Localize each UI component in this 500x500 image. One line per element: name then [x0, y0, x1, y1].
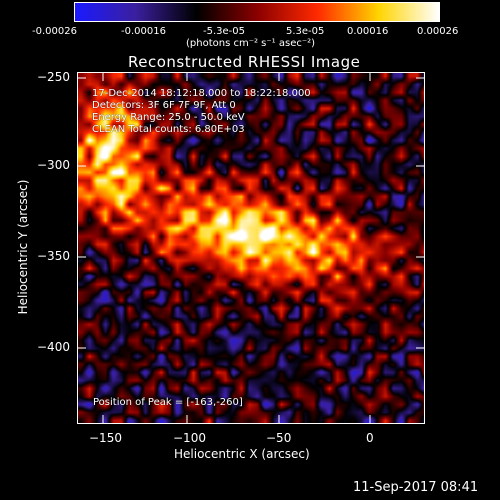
x-tick-label: 0: [366, 431, 374, 445]
time-range-annotation: 17-Dec-2014 18:12:18.000 to 18:22:18.000: [92, 88, 311, 99]
y-tick-label: −300: [37, 158, 70, 172]
x-tick-label: −50: [266, 431, 292, 445]
colorbar-tick-label: 5.3e-05: [286, 26, 325, 37]
method-counts-annotation: CLEAN Total counts: 6.80E+03: [92, 124, 245, 135]
timestamp: 11-Sep-2017 08:41: [353, 480, 479, 495]
peak-position-annotation: Position of Peak = [-163,-260]: [93, 397, 243, 408]
x-tick-label: −150: [89, 431, 122, 445]
detectors-annotation: Detectors: 3F 6F 7F 9F, Att 0: [92, 100, 236, 111]
x-tick-label: −100: [173, 431, 206, 445]
plot-frame: [77, 72, 425, 424]
y-axis-label: Heliocentric Y (arcsec): [16, 179, 30, 315]
energy-range-annotation: Energy Range: 25.0 - 50.0 keV: [92, 112, 245, 123]
colorbar-tick-label: 0.00016: [347, 26, 389, 37]
y-tick-label: −250: [37, 70, 70, 84]
y-tick-label: −400: [37, 340, 70, 354]
colorbar-tick-label: -0.00016: [121, 26, 166, 37]
rhessi-image-map: [77, 72, 425, 424]
colorbar-tick-label: -0.00026: [32, 26, 77, 37]
colorbar-tick-label: 0.00026: [417, 26, 459, 37]
plot-title: Reconstructed RHESSI Image: [128, 53, 361, 71]
y-tick-label: −350: [37, 249, 70, 263]
x-axis-label: Heliocentric X (arcsec): [174, 447, 310, 461]
colorbar-unit-label: (photons cm⁻² s⁻¹ asec⁻²): [186, 38, 316, 49]
colorbar: [74, 2, 440, 22]
colorbar-tick-label: -5.3e-05: [203, 26, 245, 37]
